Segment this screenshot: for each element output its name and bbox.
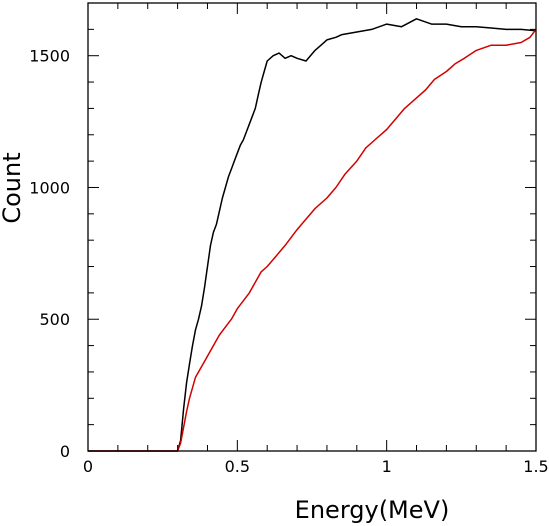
x-tick-label: 1.5 xyxy=(523,457,548,476)
x-axis-label: Energy(MeV) xyxy=(295,496,450,524)
y-axis-label: Count xyxy=(0,152,26,223)
y-tick-label: 1000 xyxy=(29,178,70,197)
y-tick-label: 1500 xyxy=(29,47,70,66)
x-tick-label: 1 xyxy=(382,457,392,476)
x-tick-label: 0 xyxy=(83,457,93,476)
series-line-2 xyxy=(88,28,537,452)
tick-labels: 0 0.5 1 1.5 0 500 1000 1500 xyxy=(29,47,548,476)
plot-lines xyxy=(88,18,537,452)
axis-ticks xyxy=(87,2,537,452)
series-line-1 xyxy=(88,18,537,452)
plot-frame xyxy=(87,2,537,452)
y-tick-label: 500 xyxy=(39,310,70,329)
y-tick-label: 0 xyxy=(60,442,70,461)
x-tick-label: 0.5 xyxy=(225,457,250,476)
